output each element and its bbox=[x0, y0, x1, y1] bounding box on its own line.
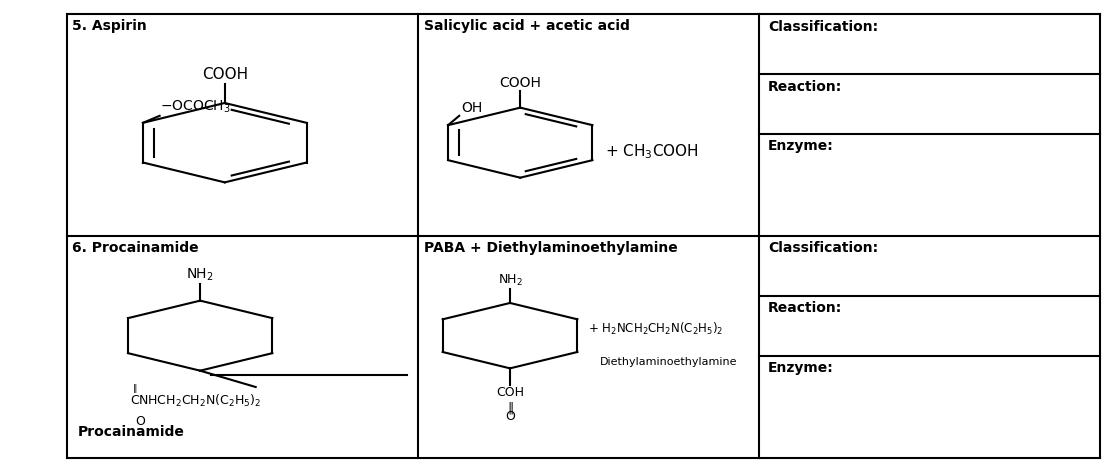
Text: Enzyme:: Enzyme: bbox=[768, 361, 833, 375]
Text: PABA + Diethylaminoethylamine: PABA + Diethylaminoethylamine bbox=[423, 241, 678, 255]
Text: $\|$: $\|$ bbox=[507, 400, 513, 416]
Text: NH$_2$: NH$_2$ bbox=[187, 267, 214, 283]
Text: Procainamide: Procainamide bbox=[78, 425, 184, 439]
Text: + CH$_3$COOH: + CH$_3$COOH bbox=[605, 142, 699, 161]
Text: $\overset{\|}{\text{C}}$NHCH$_2$CH$_2$N(C$_2$H$_5$)$_2$: $\overset{\|}{\text{C}}$NHCH$_2$CH$_2$N(… bbox=[130, 382, 261, 409]
Text: COH: COH bbox=[496, 386, 524, 399]
Text: OH: OH bbox=[461, 101, 482, 115]
Text: O: O bbox=[136, 415, 146, 428]
Text: Classification:: Classification: bbox=[768, 20, 878, 34]
Text: NH$_2$: NH$_2$ bbox=[498, 272, 522, 288]
Text: Enzyme:: Enzyme: bbox=[768, 139, 833, 153]
Text: 5. Aspirin: 5. Aspirin bbox=[72, 19, 147, 33]
Text: COOH: COOH bbox=[202, 67, 248, 82]
Text: Reaction:: Reaction: bbox=[768, 301, 842, 315]
Text: $-$OCOCH$_3$: $-$OCOCH$_3$ bbox=[160, 99, 230, 115]
Text: COOH: COOH bbox=[499, 76, 541, 90]
Text: Reaction:: Reaction: bbox=[768, 79, 842, 93]
Text: 6. Procainamide: 6. Procainamide bbox=[72, 241, 199, 255]
Text: Salicylic acid + acetic acid: Salicylic acid + acetic acid bbox=[423, 19, 630, 33]
Text: + H$_2$NCH$_2$CH$_2$N(C$_2$H$_5$)$_2$: + H$_2$NCH$_2$CH$_2$N(C$_2$H$_5$)$_2$ bbox=[589, 321, 723, 337]
Text: Diethylaminoethylamine: Diethylaminoethylamine bbox=[600, 357, 737, 367]
Text: O: O bbox=[506, 410, 516, 424]
Text: Classification:: Classification: bbox=[768, 241, 878, 255]
